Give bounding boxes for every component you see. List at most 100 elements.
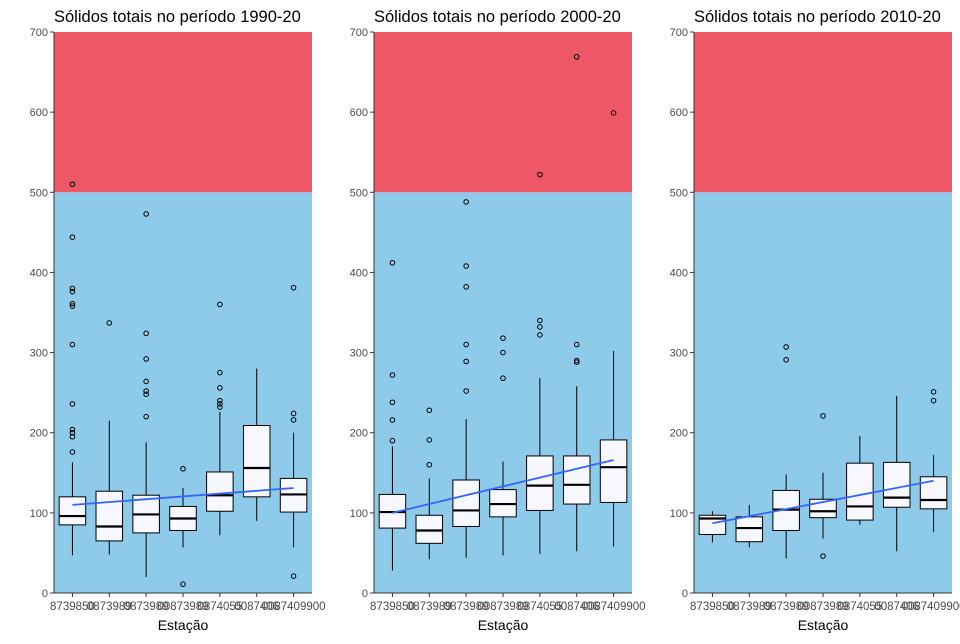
x-tick-label: 0087406	[874, 601, 919, 613]
outlier-point	[573, 357, 580, 364]
outlier-point	[537, 332, 543, 338]
x-tick-label: 0087409900	[902, 601, 960, 613]
outlier-point	[463, 199, 469, 205]
outlier-point	[389, 372, 396, 378]
x-tick-label: 0873989	[87, 601, 132, 613]
x-tick-label: 00873989	[157, 601, 208, 613]
trend-line	[712, 479, 934, 525]
box-body	[882, 461, 911, 508]
outlier-point	[389, 399, 396, 406]
outlier-point	[290, 410, 297, 417]
outlier-point	[143, 211, 149, 217]
box-3	[452, 199, 480, 558]
outlier-point	[69, 433, 76, 440]
y-tick-label: 0	[362, 588, 368, 600]
y-tick-label: 600	[350, 107, 368, 119]
outlier-point	[573, 359, 580, 365]
y-tick-label: 600	[670, 107, 688, 119]
outlier-point	[426, 437, 433, 443]
x-tick-label: 8739850	[690, 601, 735, 613]
outlier-point	[106, 320, 113, 326]
outlier-point	[290, 573, 297, 579]
outlier-point	[217, 397, 223, 404]
outlier-point	[143, 356, 149, 362]
outlier-point	[783, 356, 789, 363]
box-6	[242, 368, 271, 521]
y-tick-label: 500	[670, 187, 688, 199]
x-tick-label: 8739850	[50, 601, 95, 613]
y-tick-label: 700	[30, 27, 48, 39]
outlier-point	[389, 437, 396, 444]
outlier-point	[426, 407, 433, 414]
y-tick-label: 300	[30, 348, 48, 360]
x-axis-title: Estação	[158, 617, 209, 633]
x-tick-label: 0873989	[407, 601, 452, 613]
outlier-point	[69, 300, 76, 307]
outlier-point	[69, 288, 76, 295]
box-6	[562, 54, 591, 552]
outlier-point	[537, 171, 543, 178]
outlier-point	[463, 388, 469, 394]
zone-band-upper	[374, 32, 632, 193]
box-5	[206, 301, 234, 536]
outlier-point	[820, 413, 826, 419]
outlier-point	[69, 449, 76, 455]
outlier-point	[143, 388, 149, 394]
outlier-point	[217, 369, 223, 376]
outlier-point	[290, 284, 297, 291]
outlier-point	[69, 181, 76, 188]
y-tick-label: 600	[30, 107, 48, 119]
outlier-point	[69, 234, 76, 240]
y-tick-label: 100	[350, 508, 368, 520]
x-tick-label: 0087406	[234, 601, 279, 613]
box-2	[735, 504, 764, 548]
x-tick-label: 0873989	[727, 601, 772, 613]
x-tick-label: 0873989	[124, 601, 169, 613]
outlier-point	[180, 465, 186, 472]
outlier-point	[389, 260, 396, 266]
outlier-point	[930, 397, 937, 404]
y-tick-label: 100	[30, 508, 48, 520]
trend-line	[72, 487, 294, 506]
outlier-point	[69, 429, 76, 436]
outlier-point	[500, 375, 506, 382]
outlier-point	[537, 317, 543, 324]
y-tick-label: 400	[30, 267, 48, 279]
box-body	[698, 514, 727, 535]
outlier-point	[290, 417, 297, 423]
x-tick-label: 0874055	[517, 601, 562, 613]
outlier-point	[69, 401, 76, 407]
outlier-point	[143, 391, 149, 398]
y-tick-label: 700	[670, 27, 688, 39]
box-2	[415, 407, 444, 560]
y-tick-label: 100	[670, 508, 688, 520]
y-tick-label: 0	[42, 588, 48, 600]
outlier-point	[389, 417, 396, 423]
box-6	[882, 395, 911, 552]
y-tick-label: 200	[350, 428, 368, 440]
zone-band-upper	[694, 32, 952, 193]
outlier-point	[143, 330, 149, 337]
outlier-point	[500, 335, 506, 341]
box-body	[415, 514, 444, 544]
x-tick-label: 0087406	[554, 601, 599, 613]
box-3	[132, 211, 160, 577]
y-tick-label: 400	[670, 267, 688, 279]
chart-title: Sólidos totais no período 2000-20	[374, 8, 621, 26]
box-body	[452, 479, 480, 527]
box-5	[526, 171, 554, 554]
zone-band-upper	[54, 32, 312, 193]
outlier-point	[463, 263, 469, 269]
x-axis-title: Estação	[478, 617, 529, 633]
outlier-point	[69, 285, 76, 292]
y-tick-label: 200	[30, 428, 48, 440]
box-body	[58, 496, 87, 526]
x-tick-label: 0087409900	[582, 601, 646, 613]
x-tick-label: 00873989	[797, 601, 848, 613]
x-tick-label: 8739850	[370, 601, 415, 613]
y-tick-label: 300	[670, 348, 688, 360]
outlier-point	[783, 344, 789, 350]
outlier-point	[463, 358, 469, 365]
